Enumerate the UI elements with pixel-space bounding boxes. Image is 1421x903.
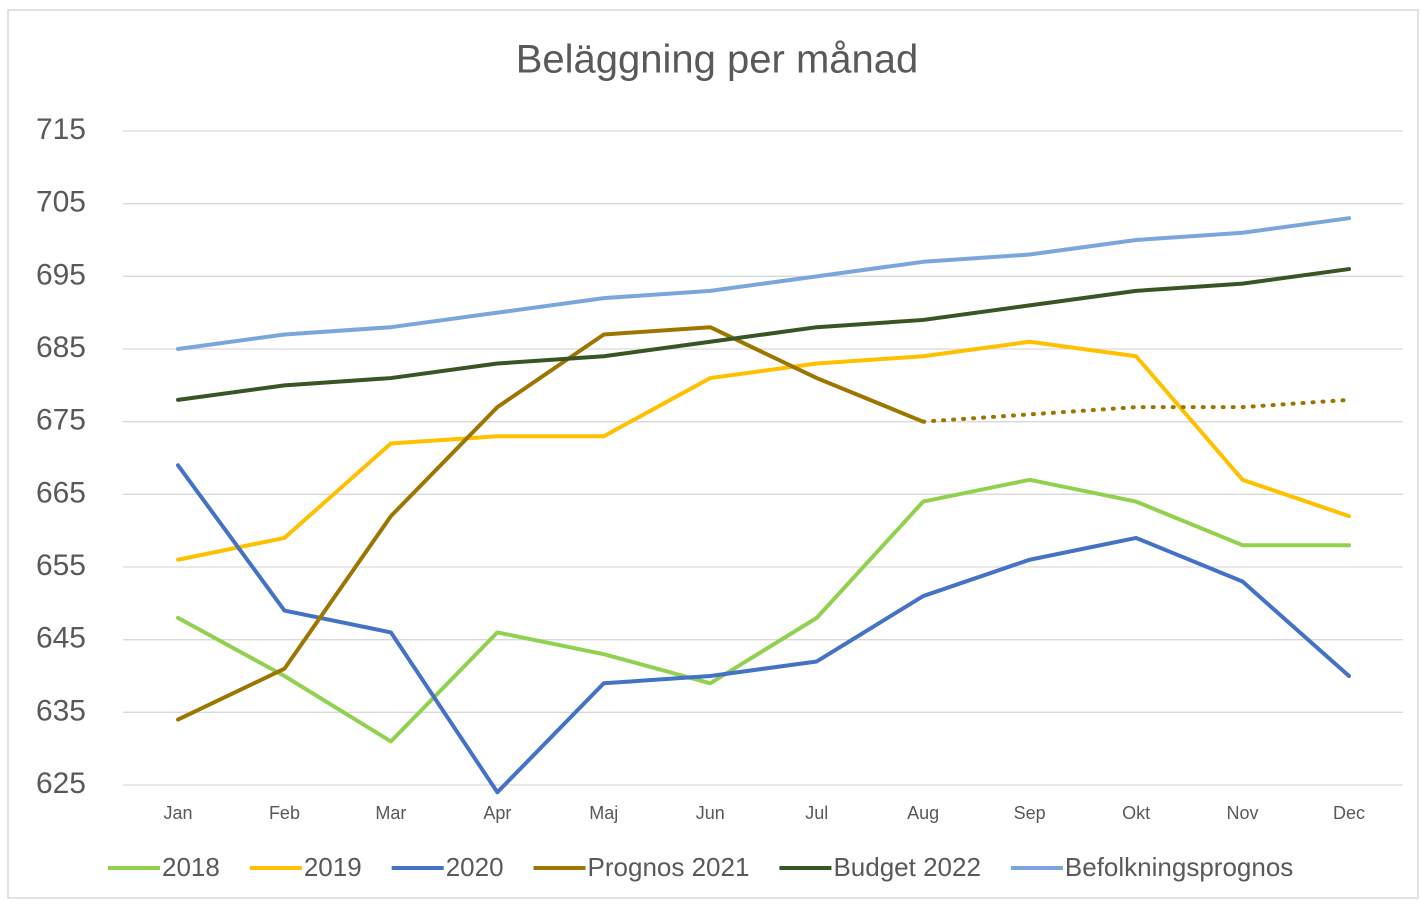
- x-tick-label: Mar: [375, 803, 406, 823]
- x-tick-label: Jul: [805, 803, 828, 823]
- legend-label: Budget 2022: [833, 852, 980, 882]
- x-tick-label: Nov: [1227, 803, 1259, 823]
- x-tick-label: Sep: [1014, 803, 1046, 823]
- x-tick-label: Aug: [907, 803, 939, 823]
- chart-border: [7, 9, 1419, 899]
- series-line-dotted: [921, 397, 1351, 424]
- x-tick-label: Apr: [483, 803, 511, 823]
- legend-label: 2020: [446, 852, 504, 882]
- y-tick-label: 625: [36, 767, 86, 800]
- y-tick-label: 705: [36, 186, 86, 219]
- y-tick-label: 665: [36, 476, 86, 509]
- y-tick-label: 715: [36, 113, 86, 146]
- chart-title: Beläggning per månad: [516, 38, 919, 82]
- x-tick-label: Maj: [589, 803, 618, 823]
- series-line: [176, 477, 1351, 744]
- legend-label: 2018: [162, 852, 220, 882]
- legend-label: Prognos 2021: [588, 852, 750, 882]
- series-line: [176, 267, 1351, 402]
- legend-label: Befolkningsprognos: [1065, 852, 1293, 882]
- y-tick-label: 675: [36, 404, 86, 437]
- series-line: [176, 463, 1351, 795]
- series-line: [176, 339, 1351, 562]
- y-tick-label: 635: [36, 694, 86, 727]
- legend-label: 2019: [304, 852, 362, 882]
- x-tick-label: Jan: [163, 803, 192, 823]
- x-tick-label: Feb: [269, 803, 300, 823]
- x-tick-label: Jun: [696, 803, 725, 823]
- x-tick-label: Okt: [1122, 803, 1150, 823]
- y-tick-label: 685: [36, 331, 86, 364]
- series-line: [176, 216, 1351, 351]
- series-line: [176, 325, 926, 722]
- y-tick-label: 655: [36, 549, 86, 582]
- x-tick-label: Dec: [1333, 803, 1365, 823]
- y-tick-label: 645: [36, 622, 86, 655]
- y-tick-label: 695: [36, 258, 86, 291]
